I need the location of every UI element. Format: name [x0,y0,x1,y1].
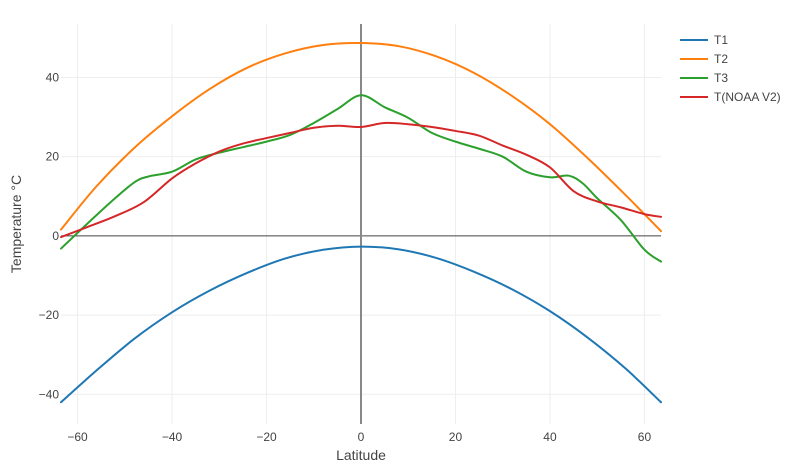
series-line-t-noaa-v2 [60,121,662,239]
x-tick-label: −60 [67,430,88,444]
legend-label: T2 [714,52,728,66]
series-line-t2 [60,41,662,233]
x-tick-labels: −60 −40 −20 0 20 40 60 [67,430,651,444]
x-tick-label: −40 [162,430,183,444]
y-tick-label: −40 [39,387,60,401]
legend-label: T(NOAA V2) [714,90,781,104]
y-axis-title: Temperature °C [8,175,24,273]
legend: T1 T2 T3 T(NOAA V2) [680,33,781,104]
y-tick-label: −20 [39,308,60,322]
x-tick-label: −20 [256,430,277,444]
x-axis-title: Latitude [336,447,386,463]
x-tick-label: 60 [638,430,652,444]
x-grid-lines [77,24,645,424]
y-tick-label: 20 [46,150,60,164]
legend-label: T3 [714,71,728,85]
legend-label: T1 [714,33,728,47]
series-line-t1 [60,245,662,404]
x-tick-label: 40 [543,430,557,444]
x-tick-label: 0 [358,430,365,444]
y-tick-label: 0 [52,229,59,243]
series-line-t3 [60,94,662,263]
y-tick-label: 40 [46,70,60,84]
series-lines [60,41,662,404]
x-tick-label: 20 [449,430,463,444]
y-tick-labels: −40 −20 0 20 40 [39,70,60,401]
